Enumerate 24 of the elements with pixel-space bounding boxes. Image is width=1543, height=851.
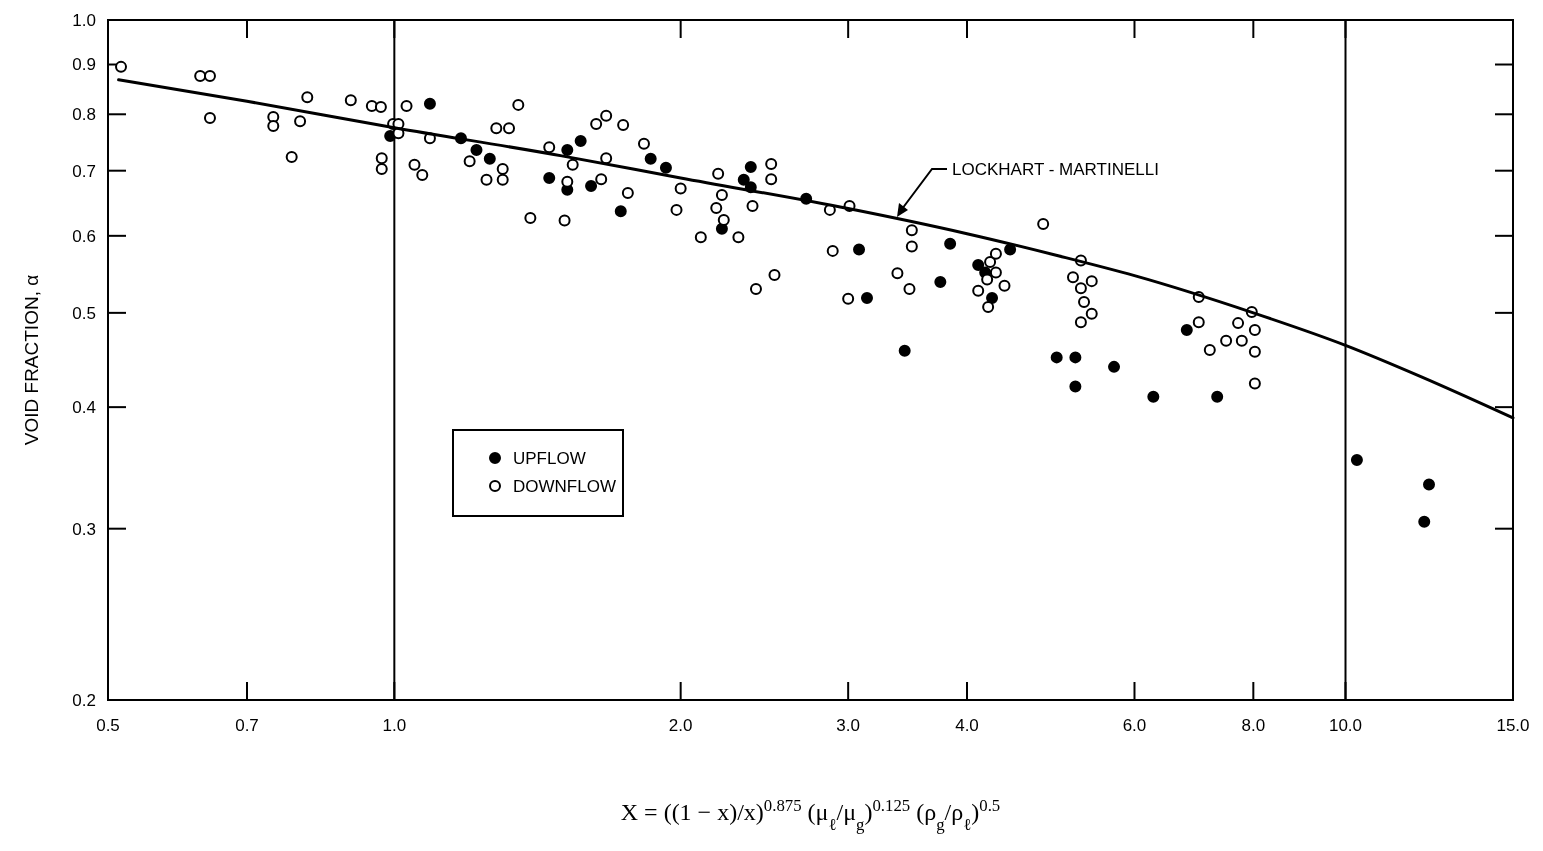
x-tick-label: 2.0 xyxy=(668,716,693,735)
y-tick-label: 0.5 xyxy=(72,303,96,323)
text: X = ((1 − x)/x)$^{0.875}$ (μ$_{ℓ}$/μ$_{g}$)$^{0.125}$ (ρ$_{g}$/ρ$_{ℓ}$)$^{0.5}$ xyxy=(620,795,1001,834)
x-tick-label: 6.0 xyxy=(1122,716,1147,735)
y-tick-label: 0.4 xyxy=(72,398,96,418)
x-tick-label: 1.0 xyxy=(382,716,407,735)
y-tick-label: 0.3 xyxy=(72,519,96,539)
y-tick-label: 0.8 xyxy=(72,105,96,125)
legend-label: DOWNFLOW xyxy=(513,476,616,496)
x-tick-label: 8.0 xyxy=(1241,716,1266,735)
x-tick-label: 0.7 xyxy=(235,716,259,735)
y-tick-label: 0.6 xyxy=(72,226,96,246)
y-tick-label: 0.2 xyxy=(72,690,96,710)
x-tick-label: 15.0 xyxy=(1496,716,1530,735)
y-tick-label: 0.9 xyxy=(72,55,96,75)
x-tick-label: 10.0 xyxy=(1328,716,1363,735)
x-tick-label: 3.0 xyxy=(836,716,860,735)
y-tick-label: 1.0 xyxy=(72,10,96,30)
annotation: LOCKHART - MARTINELLI xyxy=(952,159,1159,179)
x-tick-label: 4.0 xyxy=(955,716,979,735)
y-axis-title: VOID FRACTION, α xyxy=(21,274,42,446)
legend-label: UPFLOW xyxy=(513,448,586,468)
y-tick-label: 0.7 xyxy=(72,161,96,181)
x-tick-label: 0.5 xyxy=(96,716,120,735)
